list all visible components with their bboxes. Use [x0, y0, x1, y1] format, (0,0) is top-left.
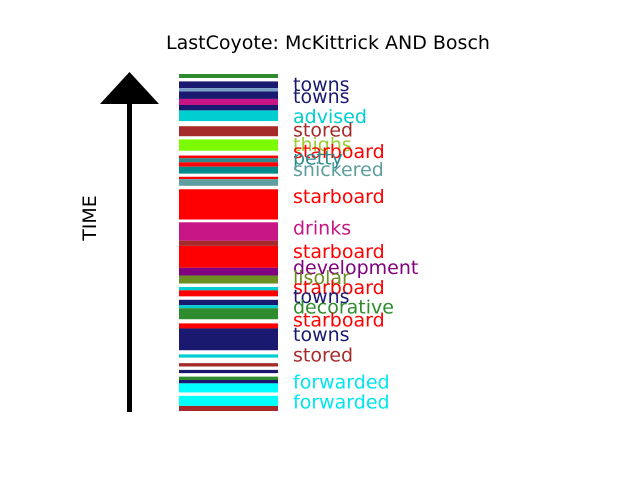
bar-segment	[179, 189, 278, 220]
bar-segment	[179, 81, 278, 89]
bar-segment	[179, 383, 278, 393]
bar-segment	[179, 299, 278, 306]
bar-segment	[179, 162, 278, 167]
timeline-bar	[179, 74, 278, 411]
segment-label: petty	[293, 148, 343, 170]
bar-segment	[179, 139, 278, 151]
time-arrow	[100, 72, 159, 412]
segment-label: towns	[293, 74, 350, 96]
segment-label: snickered	[293, 159, 384, 181]
bar-segment	[179, 185, 278, 190]
segment-label: lisolar	[293, 267, 350, 289]
bar-segment	[179, 305, 278, 309]
bar-segment	[179, 166, 278, 174]
segment-label: thighs	[293, 134, 352, 156]
bar-segment	[179, 286, 278, 291]
bar-segment	[179, 350, 278, 355]
bar-segment	[179, 392, 278, 396]
segment-label: starboard	[293, 186, 385, 208]
bar-segment	[179, 245, 278, 268]
segment-label: stored	[293, 344, 353, 366]
segment-label: stored	[293, 120, 353, 142]
segment-label: starboard	[293, 241, 385, 263]
segment-label: starboard	[293, 277, 385, 299]
bar-segment	[179, 155, 278, 159]
bar-segment	[179, 369, 278, 374]
segment-label: forwarded	[293, 371, 390, 393]
bar-segment	[179, 219, 278, 223]
time-arrow-head	[100, 72, 159, 104]
bar-segment	[179, 222, 278, 241]
segment-label: towns	[293, 86, 350, 108]
segment-label: drinks	[293, 217, 351, 239]
bar-segment	[179, 105, 278, 111]
y-axis-label: TIME	[79, 195, 101, 242]
bar-segment	[179, 323, 278, 329]
bar-segment	[179, 319, 278, 324]
segment-label: towns	[293, 324, 350, 346]
segment-labels: townstownsadvisedstoredthighsstarboardpe…	[293, 74, 418, 413]
segment-label: forwarded	[293, 392, 390, 414]
bar-segment	[179, 376, 278, 380]
segment-label: towns	[293, 286, 350, 308]
bar-segment	[179, 328, 278, 351]
bar-segment	[179, 363, 278, 367]
bar-segment	[179, 354, 278, 358]
bar-segment	[179, 283, 278, 287]
bar-segment	[179, 366, 278, 370]
bar-segment	[179, 296, 278, 300]
segment-label: decorative	[293, 297, 394, 319]
bar-segment	[179, 78, 278, 82]
bar-segment	[179, 380, 278, 384]
bar-segment	[179, 173, 278, 177]
bar-segment	[179, 308, 278, 320]
bar-segment	[179, 88, 278, 92]
bar-segment	[179, 91, 278, 99]
bar-segment	[179, 395, 278, 406]
bar-segment	[179, 357, 278, 364]
bar-segment	[179, 373, 278, 377]
chart-title: LastCoyote: McKittrick AND Bosch	[166, 32, 490, 54]
bar-segment	[179, 110, 278, 122]
bar-segment	[179, 136, 278, 140]
bar-segment	[179, 121, 278, 127]
bar-segment	[179, 150, 278, 156]
bar-segment	[179, 405, 278, 411]
bar-segment	[179, 126, 278, 137]
bar-segment	[179, 275, 278, 284]
bar-segment	[179, 158, 278, 163]
segment-label: advised	[293, 106, 367, 128]
segment-label: development	[293, 257, 418, 279]
bar-segment	[179, 290, 278, 297]
bar-segment	[179, 176, 278, 180]
bar-segment	[179, 98, 278, 106]
segment-label: starboard	[293, 309, 385, 331]
segment-label: starboard	[293, 141, 385, 163]
bar-segment	[179, 74, 278, 79]
bar-segment	[179, 179, 278, 186]
bar-segment	[179, 240, 278, 246]
bar-segment	[179, 267, 278, 276]
